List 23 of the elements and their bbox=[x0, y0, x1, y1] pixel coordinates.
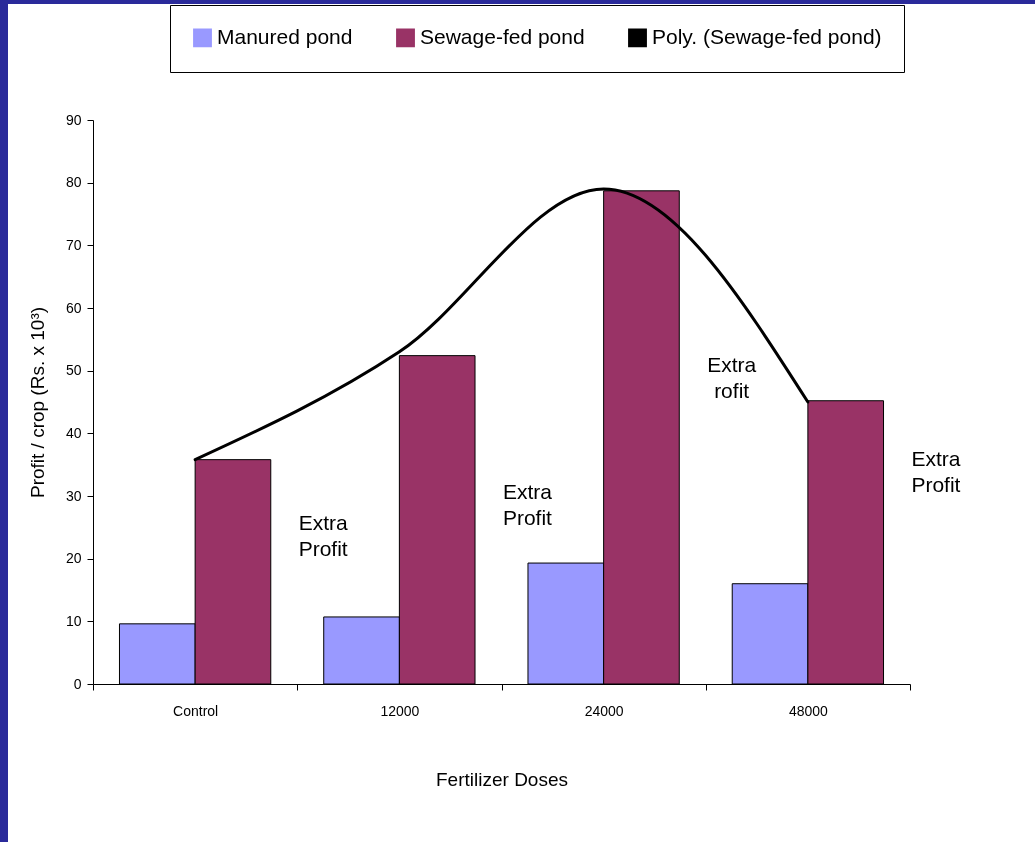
x-tick-label: Control bbox=[173, 702, 219, 719]
y-tick-label: 10 bbox=[65, 612, 82, 629]
x-tick-label: 12000 bbox=[380, 702, 420, 719]
legend-label: Poly. (Sewage-fed pond) bbox=[652, 24, 882, 48]
annotation: Extra rofit bbox=[707, 353, 757, 402]
y-tick-label: 90 bbox=[65, 111, 82, 128]
x-axis-title: Fertilizer Doses bbox=[436, 768, 568, 790]
text: Extra Profit bbox=[911, 447, 961, 496]
y-tick-label: 70 bbox=[65, 236, 82, 253]
y-tick-label: 60 bbox=[65, 299, 82, 316]
annotation: Extra Profit bbox=[298, 511, 348, 560]
x-tick-label: 48000 bbox=[788, 702, 829, 719]
y-tick-label: 30 bbox=[65, 487, 82, 504]
legend-label: Manured pond bbox=[217, 24, 353, 48]
annotation: Extra Profit bbox=[502, 480, 553, 529]
y-axis-title: Profit / crop (Rs. x 10³) bbox=[26, 306, 48, 499]
y-tick-label: 20 bbox=[65, 550, 82, 567]
y-tick-label: 40 bbox=[65, 424, 82, 441]
y-tick-label: 80 bbox=[65, 174, 82, 191]
legend-label: Sewage-fed pond bbox=[420, 24, 585, 48]
x-tick-label: 24000 bbox=[584, 702, 624, 719]
y-tick-label: 50 bbox=[65, 362, 82, 379]
y-tick-label: 0 bbox=[73, 675, 82, 692]
